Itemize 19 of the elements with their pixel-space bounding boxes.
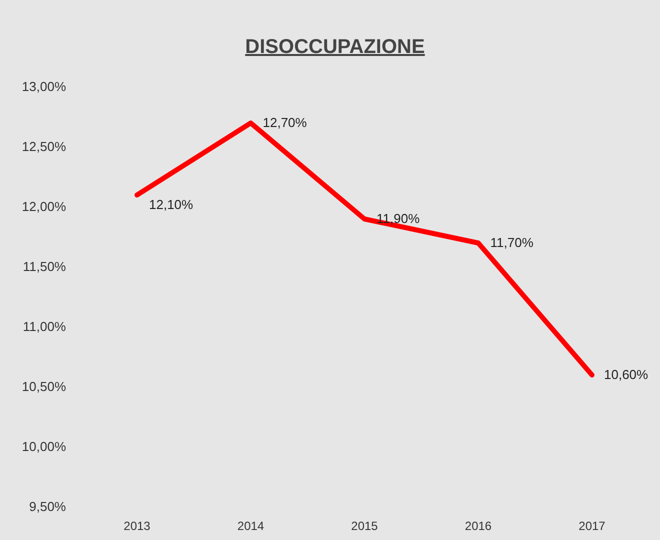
chart-title: DISOCCUPAZIONE <box>245 36 425 58</box>
data-label: 11,90% <box>376 211 420 226</box>
y-tick-label: 12,00% <box>22 199 66 214</box>
y-tick-label: 10,50% <box>22 379 66 394</box>
y-tick-label: 13,00% <box>22 79 66 94</box>
y-tick-label: 10,00% <box>22 439 66 454</box>
y-tick-label: 12,50% <box>22 139 66 154</box>
data-label: 11,70% <box>490 235 534 250</box>
data-label: 12,10% <box>149 197 194 212</box>
y-tick-label: 11,50% <box>22 259 66 274</box>
data-label: 12,70% <box>262 115 308 130</box>
y-tick-label: 11,00% <box>22 319 66 334</box>
x-tick-label: 2015 <box>351 519 378 533</box>
x-tick-label: 2016 <box>464 519 492 533</box>
y-tick-label: 9,50% <box>29 499 66 514</box>
x-tick-label: 2013 <box>124 519 151 533</box>
data-label: 10,60% <box>604 367 649 382</box>
x-tick-label: 2014 <box>237 519 264 533</box>
x-tick-label: 2017 <box>578 519 606 533</box>
